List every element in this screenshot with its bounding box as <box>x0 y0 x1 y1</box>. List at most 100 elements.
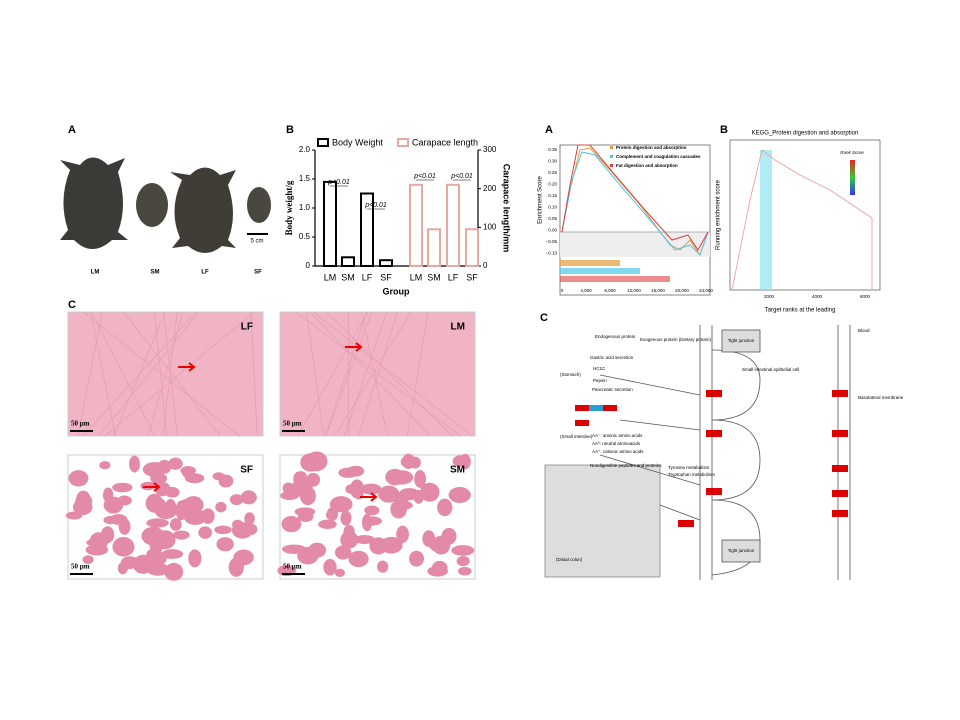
pathway-text: Nondigestible peptides and proteins <box>590 463 662 468</box>
pathway-text: Pepsin <box>593 378 607 383</box>
fiber <box>340 510 352 526</box>
fiber-line <box>104 311 255 437</box>
x-tick-label: 4,000 <box>580 288 592 293</box>
y2-tick-label: 0 <box>483 261 488 270</box>
scale-label: 50 μm <box>283 420 302 428</box>
y-tick-label: 0.35 <box>548 147 557 152</box>
fiber <box>89 532 108 552</box>
fiber <box>451 545 475 556</box>
fiber <box>300 453 321 472</box>
pathway-text: AA⁻: anionic amino acids <box>592 433 643 438</box>
x-label: Group <box>383 286 410 296</box>
fiber <box>456 556 470 567</box>
fiber <box>216 537 234 552</box>
pathway-text: (Distal colon) <box>556 557 583 562</box>
fiber <box>82 555 94 565</box>
y-tick-label: 0.20 <box>548 182 557 187</box>
annotation: p<0.01 <box>327 179 350 186</box>
fiber <box>297 546 319 565</box>
es-curve <box>561 151 709 256</box>
y-tick-label: −0.10 <box>546 251 558 256</box>
specimen-label: LM <box>91 270 100 276</box>
y-tick-label: 0.5 <box>299 232 311 241</box>
fiber <box>164 486 180 498</box>
y-label: Body weight/g <box>284 180 294 235</box>
gene-box <box>589 405 603 411</box>
x-tick-label: LF <box>362 272 373 282</box>
legend-swatch <box>317 138 329 147</box>
fiber-line <box>250 311 258 437</box>
fiber-line <box>91 311 155 437</box>
panel-label: C <box>540 312 548 324</box>
fiber <box>75 490 91 511</box>
panel-label: A <box>68 124 76 136</box>
pathway-text: HC1C <box>593 366 606 371</box>
y-tick-label: 0.15 <box>548 193 557 198</box>
x-tick-label: 8,000 <box>604 288 616 293</box>
x-tick-label: SM <box>427 272 441 282</box>
x-tick-label: 16,000 <box>651 288 665 293</box>
fiber <box>181 466 194 478</box>
y-tick-label: 0.30 <box>548 159 557 164</box>
fiber <box>228 557 244 577</box>
fiber <box>188 549 202 568</box>
fiber <box>420 482 440 502</box>
fiber <box>323 558 337 576</box>
pathway-diagram <box>544 325 851 580</box>
plot-frame <box>559 144 711 296</box>
pathway-text: Exogenous protein (Dietary protein) <box>640 337 712 342</box>
fiber <box>402 453 415 470</box>
legend-label: Protein digestion and absorption <box>616 145 687 150</box>
y-tick-label: −0.05 <box>546 239 558 244</box>
bar <box>465 228 479 267</box>
x-tick-label: LM <box>410 272 423 282</box>
x-tick-label: LM <box>324 272 337 282</box>
y-tick-label: 0 <box>306 261 311 270</box>
fiber <box>229 494 244 506</box>
fiber <box>218 474 234 488</box>
fiber <box>150 472 168 485</box>
annotation: p<0.01 <box>450 173 473 180</box>
fiber <box>325 510 337 520</box>
x-tick-label: 24,000 <box>699 288 713 293</box>
fiber-line <box>325 311 373 437</box>
fiber-line <box>162 311 178 437</box>
bar <box>341 256 355 267</box>
fiber <box>244 512 255 525</box>
es-curve <box>561 144 709 251</box>
fiber <box>377 560 389 573</box>
x-tick-label: 6000 <box>860 294 871 299</box>
x-tick-label: 2000 <box>764 294 775 299</box>
pathway-text: Tyrosine metabolism <box>668 465 710 470</box>
x-label: Target ranks at the leading <box>765 308 836 314</box>
fiber <box>348 550 369 568</box>
pathway-text: Tight junction <box>728 548 755 553</box>
fiber <box>161 549 184 559</box>
fiber <box>112 482 133 493</box>
pathway-text: Gastric acid secretion <box>590 355 634 360</box>
fiber <box>215 501 227 513</box>
fiber <box>240 490 257 505</box>
pathway-text: Pancreatic secretion <box>592 387 633 392</box>
fiber <box>338 467 359 478</box>
x-tick-label: 0 <box>561 288 564 293</box>
fiber <box>146 518 169 528</box>
fiber <box>409 550 425 567</box>
fiber <box>437 498 453 517</box>
panel-label: B <box>720 124 728 136</box>
fiber <box>164 562 184 581</box>
pathway-text: (Stomach) <box>560 372 581 377</box>
pathway-text: Tryptophan metabolism <box>668 472 715 477</box>
fiber <box>281 515 302 533</box>
fiber <box>431 560 448 575</box>
fiber-line <box>90 311 116 437</box>
y2-tick-label: 100 <box>483 222 497 231</box>
fiber-line <box>297 311 369 437</box>
fiber <box>172 530 190 540</box>
y-label: Running enrichment score <box>716 179 722 250</box>
fiber <box>390 470 414 485</box>
fiber <box>198 526 213 539</box>
gene-boxes <box>575 390 848 527</box>
fiber <box>429 537 449 553</box>
